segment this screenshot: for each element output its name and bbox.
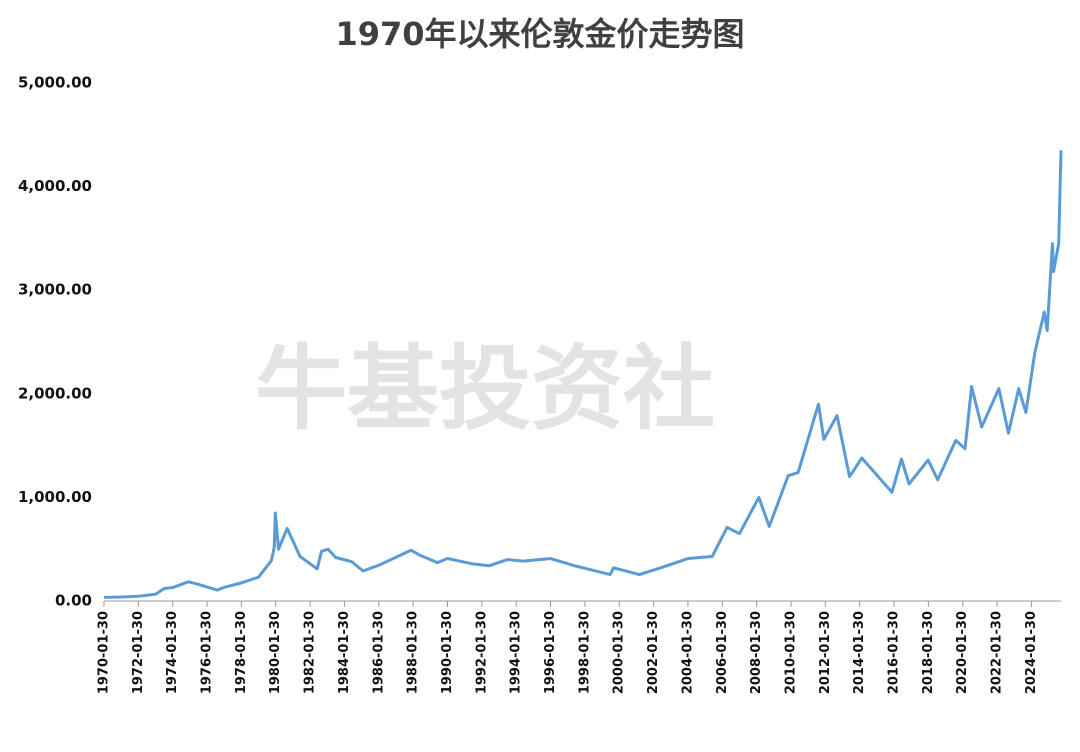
x-tick-label: 2010-01-30 — [783, 611, 798, 694]
x-tick-label: 1996-01-30 — [543, 611, 558, 694]
x-tick-label: 2002-01-30 — [646, 611, 661, 694]
x-tick-label: 2018-01-30 — [921, 611, 936, 694]
x-tick-label: 2022-01-30 — [990, 611, 1005, 694]
y-tick-label: 5,000.00 — [18, 74, 92, 92]
x-tick-label: 1970-01-30 — [97, 611, 112, 694]
x-tick-label: 2008-01-30 — [749, 611, 764, 694]
x-tick-label: 1998-01-30 — [577, 611, 592, 694]
x-tick-label: 1984-01-30 — [337, 611, 352, 694]
x-tick-label: 1974-01-30 — [165, 611, 180, 694]
y-tick-label: 2,000.00 — [18, 384, 92, 402]
y-tick-label: 0.00 — [55, 592, 92, 610]
x-tick-label: 2014-01-30 — [852, 611, 867, 694]
x-tick-label: 2020-01-30 — [955, 611, 970, 694]
x-tick-label: 2016-01-30 — [887, 611, 902, 694]
x-tick-label: 1990-01-30 — [440, 611, 455, 694]
x-tick-label: 1992-01-30 — [474, 611, 489, 694]
x-tick-label: 1980-01-30 — [268, 611, 283, 694]
y-tick-label: 1,000.00 — [18, 488, 92, 506]
y-tick-label: 4,000.00 — [18, 177, 92, 195]
x-tick-label: 2004-01-30 — [680, 611, 695, 694]
x-tick-label: 2012-01-30 — [818, 611, 833, 694]
x-tick-label: 1988-01-30 — [406, 611, 421, 694]
watermark: 牛基投资社 — [255, 335, 715, 442]
x-tick-label: 1972-01-30 — [131, 611, 146, 694]
y-tick-label: 3,000.00 — [18, 281, 92, 299]
price-line — [103, 150, 1063, 599]
x-tick-label: 1994-01-30 — [509, 611, 524, 694]
x-tick-label: 1976-01-30 — [200, 611, 215, 694]
chart-title: 1970年以来伦敦金价走势图 — [335, 15, 744, 53]
x-tick-label: 2000-01-30 — [612, 611, 627, 694]
x-tick-label: 2006-01-30 — [715, 611, 730, 694]
x-tick-label: 2024-01-30 — [1024, 611, 1039, 694]
x-tick-label: 1978-01-30 — [234, 611, 249, 694]
x-tick-label: 1982-01-30 — [303, 611, 318, 694]
x-tick-label: 1986-01-30 — [371, 611, 386, 694]
